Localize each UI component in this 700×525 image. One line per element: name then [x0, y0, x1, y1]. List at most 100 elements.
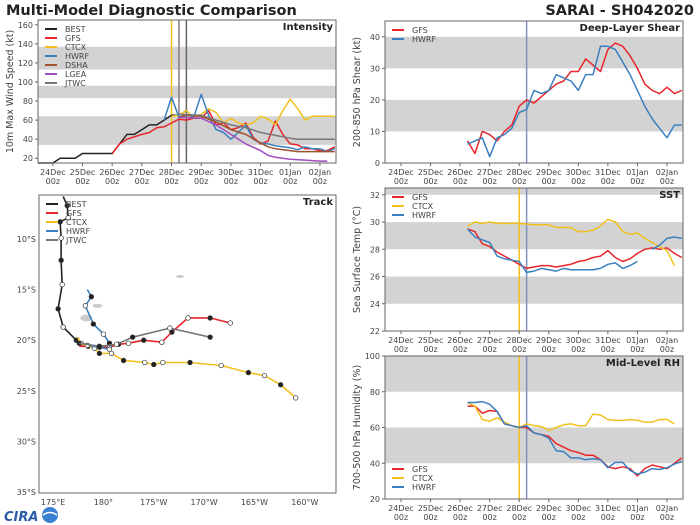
track-point-gfs [227, 320, 233, 326]
sst-panel: SST22242628303224Dec00z25Dec00z26Dec00z2… [352, 187, 684, 354]
x-tick-label: 24Dec [388, 504, 414, 513]
x-tick-label: 00z [571, 345, 585, 354]
y-tick-label: 100 [18, 78, 33, 87]
x-tick-label: 28Dec [506, 504, 532, 513]
legend-label: BEST [66, 200, 87, 209]
track-point-ctcx [261, 372, 268, 379]
shaded-band [385, 99, 683, 132]
x-tick-label: 00z [283, 177, 297, 186]
track-point-hwrf [100, 331, 107, 337]
y-tick-label: 140 [18, 40, 33, 49]
track-point-ctcx [142, 359, 148, 366]
y-tick-label: 20 [23, 154, 33, 163]
panel-title: Mid-Level RH [606, 358, 680, 369]
y-tick-label: 28 [370, 245, 380, 254]
legend-label: JTWC [64, 79, 86, 88]
y-tick-label: 40 [23, 135, 33, 144]
series-line-best [38, 109, 187, 164]
x-tick-label: 00z [394, 177, 408, 186]
y-tick-label: 100 [365, 352, 380, 361]
x-tick-label: 00z [542, 513, 556, 522]
track-point-gfs [141, 337, 147, 343]
x-tick-label: 00z [542, 177, 556, 186]
x-tick-label: 26Dec [447, 168, 473, 177]
y-tick-label: 22 [370, 327, 380, 336]
x-tick-label: 31Dec [248, 168, 274, 177]
x-tick-label: 00z [482, 345, 496, 354]
track-point-ctcx [151, 361, 157, 368]
panel-title: SST [659, 190, 680, 201]
shaded-band [385, 276, 683, 304]
shear-panel: Deep-Layer Shear01020304024Dec00z25Dec00… [352, 20, 684, 186]
globe-icon [42, 507, 58, 523]
x-tick-label: 00z [601, 177, 615, 186]
x-tick-label: 27Dec [129, 168, 155, 177]
x-tick-label: 00z [571, 177, 585, 186]
y-tick-label: 0 [375, 159, 380, 168]
figure-title: Multi-Model Diagnostic Comparison [6, 3, 297, 19]
legend-label: DSHA [65, 61, 88, 70]
x-tick-label: 00z [660, 513, 674, 522]
x-tick-label: 00z [482, 513, 496, 522]
land-samoa [175, 274, 184, 278]
axes-frame [384, 187, 684, 332]
y-axis-label: 200-850 hPa Shear (kt) [352, 37, 363, 147]
x-tick-label: 02Jan [309, 168, 332, 177]
x-tick-label: 01Jan [626, 168, 649, 177]
x-tick-label: 00z [135, 177, 149, 186]
track-point-gfs [207, 315, 213, 321]
y-tick-label: 20 [370, 96, 380, 105]
y-tick-label: 120 [18, 59, 33, 68]
panel-title: Track [303, 197, 333, 208]
x-tick-label: 00z [75, 177, 89, 186]
x-tick-label: 24Dec [388, 168, 414, 177]
x-tick-label: 31Dec [595, 168, 621, 177]
track-point-hwrf [106, 346, 113, 352]
x-tick-label: 27Dec [477, 168, 503, 177]
x-tick-label: 00z [46, 177, 60, 186]
track-point-gfs [185, 315, 191, 321]
x-tick-label: 170°W [191, 498, 218, 507]
track-point-jtwc [167, 325, 173, 331]
x-tick-label: 00z [453, 177, 467, 186]
track-panel: Track 175°E 180° 175°W 170°W 165°W 160°W 10°S 15… [17, 194, 337, 507]
x-tick-label: 00z [512, 345, 526, 354]
intensity-panel: Intensity2040608010012014016024Dec00z25D… [5, 19, 337, 186]
legend-label: CTCX [65, 43, 87, 52]
axes-frame [384, 20, 684, 164]
x-tick-label: 28Dec [159, 168, 185, 177]
track-point-best [65, 215, 71, 221]
x-tick-label: 00z [423, 513, 437, 522]
track-point-ctcx [160, 359, 166, 366]
y-tick-label: 10 [370, 127, 380, 136]
y-tick-label: 15°S [17, 286, 36, 295]
shaded-band [385, 188, 683, 195]
x-tick-label: 24Dec [40, 168, 66, 177]
x-tick-label: 30Dec [565, 336, 591, 345]
y-tick-label: 32 [370, 191, 380, 200]
y-axis-label: 700-500 hPa Humidity (%) [352, 365, 363, 490]
x-tick-label: 00z [512, 513, 526, 522]
x-tick-label: 28Dec [506, 336, 532, 345]
axes-frame [37, 19, 337, 164]
series-line-jtwc [79, 327, 211, 348]
legend-label: GFS [412, 465, 428, 474]
x-tick-label: 27Dec [477, 504, 503, 513]
x-tick-label: 26Dec [447, 336, 473, 345]
x-tick-label: 00z [482, 177, 496, 186]
legend-label: HWRF [412, 35, 436, 44]
series-line-hwrf [467, 400, 683, 475]
x-tick-label: 29Dec [536, 168, 562, 177]
y-tick-label: 30°S [17, 437, 36, 446]
legend-label: CTCX [412, 202, 434, 211]
x-tick-label: 180° [94, 498, 113, 507]
y-tick-label: 20°S [17, 336, 36, 345]
x-tick-label: 01Jan [626, 336, 649, 345]
track-point-jtwc [129, 334, 136, 340]
y-tick-label: 60 [370, 424, 380, 433]
panel-title: Deep-Layer Shear [580, 23, 681, 34]
y-tick-label: 10°S [17, 235, 36, 244]
x-tick-label: 00z [313, 177, 327, 186]
legend-label: HWRF [66, 227, 90, 236]
